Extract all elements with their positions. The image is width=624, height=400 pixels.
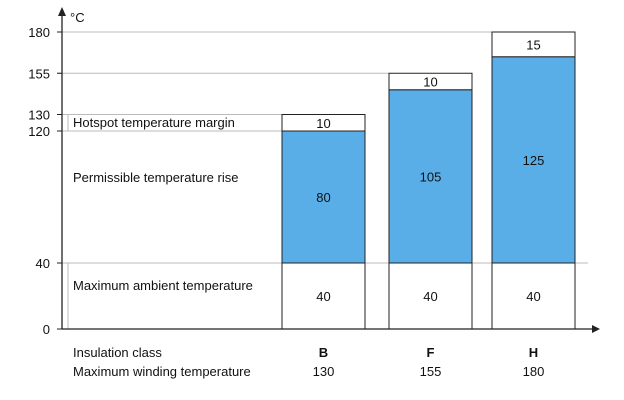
- value-label-b-ambient: 40: [316, 289, 330, 304]
- row-label-hotspot: Hotspot temperature margin: [73, 115, 235, 130]
- bar-b-hotspot: [281, 114, 366, 132]
- y-axis-arrow: [58, 7, 66, 16]
- y-unit-label: °C: [70, 10, 85, 25]
- row-label-rise: Permissible temperature rise: [73, 170, 238, 185]
- bar-h-ambient: [491, 262, 576, 330]
- bar-layer: 40 80 10 B 130 40 105 10 F 155 40 125 15 H 180: [281, 31, 576, 379]
- bar-f-rise: [388, 89, 473, 264]
- insulation-class-f: F: [427, 345, 435, 360]
- insulation-class-h: H: [529, 345, 538, 360]
- value-label-h-ambient: 40: [526, 289, 540, 304]
- row-label-winding-temperature: Maximum winding temperature: [73, 364, 251, 379]
- row-label-insulation-class: Insulation class: [73, 345, 162, 360]
- y-tick-label-180: 180: [28, 25, 50, 40]
- y-tick-label-155: 155: [28, 66, 50, 81]
- bar-b-ambient: [281, 262, 366, 330]
- bar-b-rise: [281, 130, 366, 264]
- value-label-f-hotspot: 10: [423, 75, 437, 90]
- value-label-b-rise: 80: [316, 190, 330, 205]
- bar-f-ambient: [388, 262, 473, 330]
- row-label-ambient: Maximum ambient temperature: [73, 278, 253, 293]
- value-label-b-hotspot: 10: [316, 116, 330, 131]
- value-label-h-hotspot: 15: [526, 37, 540, 52]
- winding-temp-f: 155: [420, 364, 442, 379]
- bar-h-rise: [491, 56, 576, 264]
- x-axis-arrow: [592, 325, 600, 333]
- value-label-f-rise: 105: [420, 169, 442, 184]
- label-layer: °C Hotspot temperature margin Permissibl…: [70, 10, 253, 379]
- bar-f-hotspot: [388, 72, 473, 91]
- bar-h-hotspot: [491, 31, 576, 58]
- value-label-h-rise: 125: [523, 153, 545, 168]
- y-tick-label-130: 130: [28, 108, 50, 123]
- y-tick-label-120: 120: [28, 124, 50, 139]
- value-label-f-ambient: 40: [423, 289, 437, 304]
- insulation-class-b: B: [319, 345, 328, 360]
- y-tick-label-40: 40: [36, 256, 50, 271]
- winding-temp-b: 130: [313, 364, 335, 379]
- ambient-label-box: [67, 262, 283, 330]
- y-tick-label-0: 0: [43, 322, 50, 337]
- winding-temp-h: 180: [523, 364, 545, 379]
